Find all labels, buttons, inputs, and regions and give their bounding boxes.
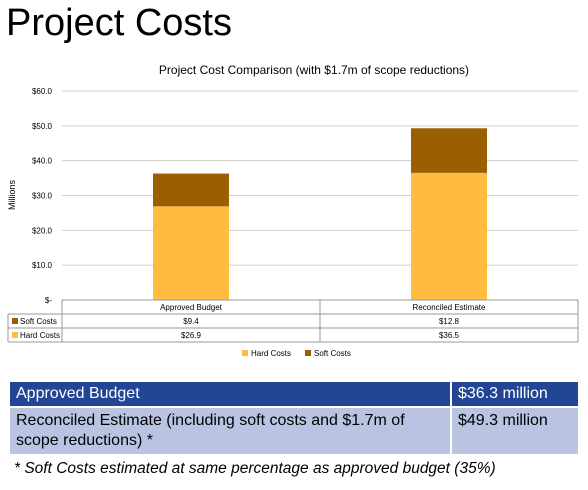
y-axis-label: Millions [7, 180, 17, 211]
y-tick-label: $60.0 [32, 87, 53, 96]
bar-soft-costs [153, 173, 229, 207]
gridlines [62, 90, 578, 301]
summary-row-reconciled: Reconciled Estimate (including soft cost… [10, 408, 578, 454]
table-series-label: Soft Costs [20, 317, 57, 326]
data-table: Approved Budget Reconciled Estimate Soft C… [7, 299, 579, 343]
y-tick-label: $50.0 [32, 122, 53, 131]
summary-label: Approved Budget [10, 382, 450, 406]
data-label: $12.8 [439, 317, 460, 326]
summary-label: Reconciled Estimate (including soft cost… [10, 408, 450, 454]
chart-title: Project Cost Comparison (with $1.7m of s… [159, 63, 469, 77]
table-legend-key [12, 318, 18, 324]
legend-swatch [242, 350, 248, 356]
slide-title: Project Costs [6, 2, 232, 44]
bars [153, 128, 487, 300]
legend-swatch [305, 350, 311, 356]
summary-row-approved: Approved Budget $36.3 million [10, 382, 578, 406]
y-tick-label: $30.0 [32, 192, 53, 201]
table-legend-key [12, 332, 18, 338]
bar-soft-costs [411, 128, 487, 173]
summary-value: $49.3 million [452, 408, 578, 454]
table-series-label: Hard Costs [20, 331, 60, 340]
category-label: Reconciled Estimate [413, 303, 486, 312]
legend-label: Soft Costs [314, 349, 351, 358]
bar-hard-costs [153, 206, 229, 300]
summary-table: Approved Budget $36.3 million Reconciled… [8, 380, 580, 456]
chart-legend: Hard Costs Soft Costs [242, 349, 351, 358]
y-tick-label: $20.0 [32, 226, 53, 235]
y-axis-ticks: $- $10.0 $20.0 $30.0 $40.0 $50.0 $60.0 [32, 87, 53, 305]
y-tick-label: $- [45, 296, 52, 305]
data-label: $9.4 [183, 317, 199, 326]
category-label: Approved Budget [160, 303, 223, 312]
cost-comparison-chart: Project Cost Comparison (with $1.7m of s… [7, 63, 579, 358]
legend-label: Hard Costs [251, 349, 291, 358]
y-tick-label: $40.0 [32, 157, 53, 166]
data-label: $26.9 [181, 331, 202, 340]
y-tick-label: $10.0 [32, 261, 53, 270]
bar-hard-costs [411, 172, 487, 300]
footnote: * Soft Costs estimated at same percentag… [14, 460, 496, 477]
data-label: $36.5 [439, 331, 460, 340]
summary-value: $36.3 million [452, 382, 578, 406]
